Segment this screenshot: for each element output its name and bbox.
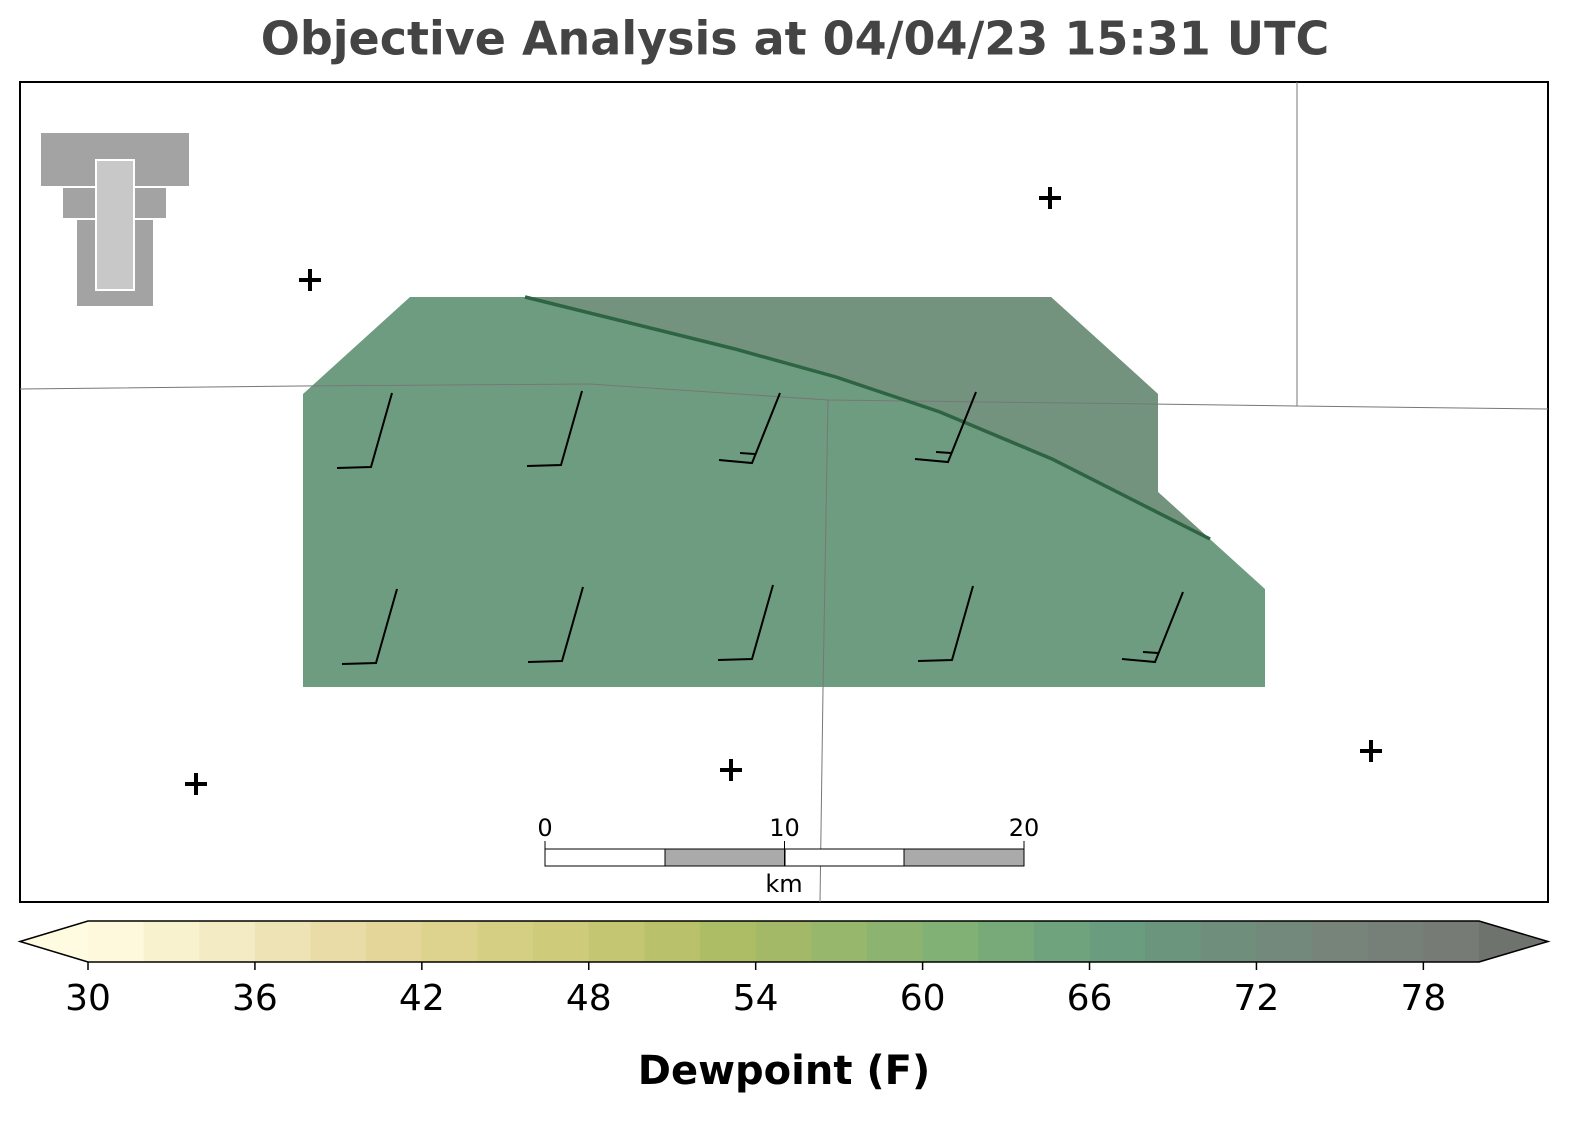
logo (39, 131, 191, 308)
stations (185, 187, 1382, 795)
colorbar: 30 36 42 48 54 60 66 72 78 (17, 920, 1551, 1019)
dewpoint-field-high (525, 297, 1210, 539)
colorbar-tick-label: 42 (399, 978, 445, 1019)
colorbar-bin (700, 921, 757, 962)
colorbar-bin (1033, 921, 1091, 962)
title: Objective Analysis at 04/04/23 15:31 UTC (261, 12, 1330, 66)
colorbar-tick-label: 60 (900, 978, 946, 1019)
colorbar-bin (533, 921, 590, 962)
colorbar-bin (143, 921, 200, 962)
colorbar-bin (755, 921, 812, 962)
colorbar-bin (1423, 921, 1480, 962)
colorbar-bin (199, 921, 256, 962)
colorbar-tick-label: 48 (566, 978, 612, 1019)
colorbar-bin (1145, 921, 1202, 962)
colorbar-tick-label: 72 (1234, 978, 1280, 1019)
scale-label: 10 (769, 814, 800, 842)
colorbar-bin (1367, 921, 1424, 962)
colorbar-bin (310, 921, 367, 962)
colorbar-bin (1256, 921, 1313, 962)
colorbar-bin (588, 921, 645, 962)
contour-line (524, 295, 1211, 541)
colorbar-tick-label: 66 (1067, 978, 1113, 1019)
colorbar-bin (644, 921, 701, 962)
colorbar-over (1479, 921, 1548, 962)
colorbar-bin (811, 921, 868, 962)
colorbar-tick-label: 78 (1400, 978, 1446, 1019)
colorbar-bin (477, 921, 534, 962)
scale-unit: km (765, 870, 802, 898)
colorbar-bin (421, 921, 478, 962)
colorbar-bin (978, 921, 1035, 962)
scale-label: 20 (1009, 814, 1040, 842)
colorbar-bin (1089, 921, 1146, 962)
colorbar-tick-label: 36 (232, 978, 278, 1019)
colorbar-label: Dewpoint (F) (638, 1048, 931, 1094)
colorbar-under (20, 921, 88, 962)
colorbar-bin (922, 921, 979, 962)
colorbar-tick-label: 54 (733, 978, 779, 1019)
colorbar-bin (88, 921, 145, 962)
county-lines (19, 82, 1549, 903)
colorbar-bin (1312, 921, 1369, 962)
colorbar-bin (366, 921, 423, 962)
colorbar-bin (866, 921, 924, 962)
colorbar-tick-label: 30 (65, 978, 111, 1019)
colorbar-bin (254, 921, 312, 962)
colorbar-bin (1200, 921, 1257, 962)
scale-bar: km 0 10 20 (537, 814, 1039, 898)
map-area: km 0 10 20 (19, 81, 1549, 903)
scale-label: 0 (537, 814, 552, 842)
